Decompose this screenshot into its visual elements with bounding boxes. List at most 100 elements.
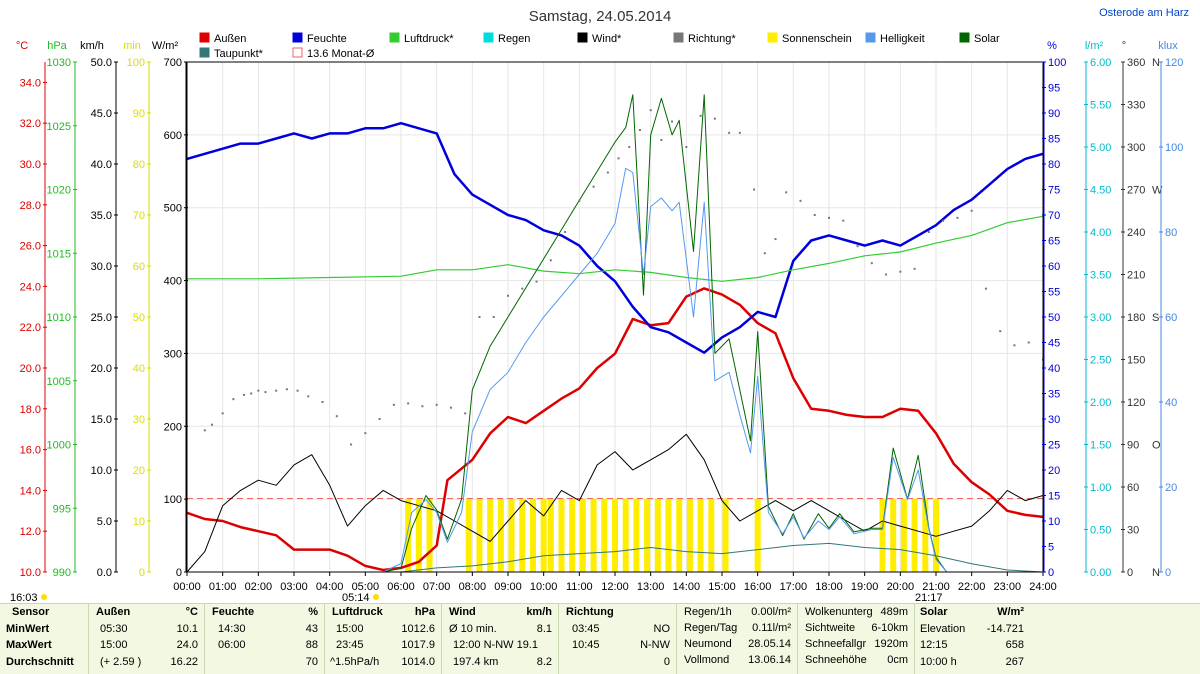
sunshine-bar bbox=[622, 498, 629, 572]
axis-tick-label-temp: 14.0 bbox=[20, 485, 41, 497]
stats-luftdruck-panel: Luftdruck hPa 15:00 1012.6 23:45 1017.9 ^1.… bbox=[324, 604, 442, 674]
axis-tick-label-solar: 100 bbox=[164, 494, 182, 506]
stats-value: 16.22 bbox=[170, 655, 198, 668]
direction-dot bbox=[984, 287, 987, 290]
axis-tick-label-rain: 1.50 bbox=[1090, 440, 1111, 452]
sunshine-bar bbox=[911, 498, 918, 572]
stats-time: Ø 10 min. bbox=[449, 622, 497, 635]
stats-time: 10:45 bbox=[572, 639, 600, 651]
direction-dot bbox=[606, 171, 609, 174]
direction-dot bbox=[763, 252, 766, 255]
stats-time: (+ 2.59 ) bbox=[100, 655, 142, 668]
sunshine-bar bbox=[922, 498, 929, 572]
axis-tick-label-humidity: 65 bbox=[1048, 236, 1060, 248]
stats-unit: % bbox=[308, 606, 318, 618]
stats-label: Regen/1h bbox=[684, 606, 732, 618]
axis-tick-label-solar: 400 bbox=[164, 276, 182, 288]
legend-label: Taupunkt* bbox=[214, 48, 264, 60]
stats-value: 88 bbox=[305, 639, 318, 651]
compass-label: N bbox=[1152, 567, 1160, 579]
axis-tick-label-solar: 0 bbox=[176, 567, 182, 579]
axis-tick-label-humidity: 25 bbox=[1048, 440, 1060, 452]
axis-tick-label-wind: 10.0 bbox=[91, 465, 112, 477]
sunshine-bar bbox=[579, 498, 586, 572]
stats-feuchte-panel: Feuchte% 14:30 43 06:00 88 70 bbox=[204, 604, 325, 674]
sunshine-bar bbox=[529, 498, 536, 572]
sunshine-bar bbox=[465, 498, 472, 572]
axis-tick-label-dir: 360 bbox=[1127, 57, 1145, 69]
axis-title-dir: ° bbox=[1122, 40, 1126, 52]
direction-dot bbox=[942, 219, 945, 222]
series-auen bbox=[186, 287, 1044, 572]
location-label: Osterode am Harz bbox=[1099, 7, 1189, 19]
direction-dot bbox=[257, 389, 260, 392]
axis-tick-label-sun: 100 bbox=[127, 57, 145, 69]
axis-tick-label-humidity: 55 bbox=[1048, 287, 1060, 299]
weather-chart: 00:00 01:00 02:00 03:00 04:00 05:00 06:00 07:00… bbox=[10, 7, 1189, 603]
stats-value: 489m bbox=[880, 606, 908, 618]
x-axis-ticks: 00:00 01:00 02:00 03:00 04:00 05:00 06:00 07:00… bbox=[173, 572, 1057, 593]
x-tick-label: 02:00 bbox=[245, 581, 273, 593]
axis-tick-label-humidity: 30 bbox=[1048, 414, 1060, 426]
x-tick-label: 12:00 bbox=[601, 581, 629, 593]
stats-label: Sichtweite bbox=[805, 622, 856, 634]
stats-time: 14:30 bbox=[218, 622, 246, 635]
axis-tick-label-humidity: 20 bbox=[1048, 465, 1060, 477]
stats-value: 267 bbox=[1005, 655, 1024, 668]
direction-dot bbox=[535, 280, 538, 283]
axis-tick-label-wind: 5.0 bbox=[97, 516, 112, 528]
series-lines bbox=[186, 94, 1044, 573]
sunshine-bar bbox=[487, 498, 494, 572]
axis-tick-label-rain: 0.00 bbox=[1090, 567, 1111, 579]
direction-dot bbox=[649, 109, 652, 112]
compass-label: O bbox=[1152, 440, 1161, 452]
stats-value: 13.06.14 bbox=[748, 654, 791, 666]
axis-tick-label-rain: 1.00 bbox=[1090, 482, 1111, 494]
sun-top-label: 16:03 bbox=[10, 592, 38, 603]
sunshine-bar bbox=[708, 498, 715, 572]
direction-dot bbox=[713, 117, 716, 120]
stats-value: 0.11l/m² bbox=[752, 622, 791, 634]
stats-head: Wind bbox=[449, 606, 476, 618]
direction-dot bbox=[564, 231, 567, 233]
stats-aussen-panel: Außen °C 05:30 10.1 15:00 24.0 (+ 2.59 ) 16.… bbox=[88, 604, 205, 674]
x-tick-label: 14:00 bbox=[673, 581, 701, 593]
stats-value: 8.2 bbox=[536, 655, 552, 668]
axis-tick-label-temp: 30.0 bbox=[20, 159, 41, 171]
stats-row-label: MaxWert bbox=[6, 639, 52, 651]
x-tick-label: 04:00 bbox=[316, 581, 344, 593]
series-luftdruck bbox=[187, 215, 1044, 282]
legend-label: Sonnenschein bbox=[782, 33, 852, 45]
direction-dot bbox=[913, 267, 916, 270]
axis-tick-label-dir: 330 bbox=[1127, 100, 1145, 112]
axis-tick-label-humidity: 50 bbox=[1048, 312, 1060, 324]
direction-dot bbox=[435, 403, 438, 406]
axis-tick-label-lux: 100 bbox=[1165, 142, 1183, 154]
stats-time: 06:00 bbox=[218, 639, 246, 651]
direction-dot bbox=[685, 146, 688, 148]
axis-tick-label-rain: 3.00 bbox=[1090, 312, 1111, 324]
direction-dot bbox=[321, 401, 324, 403]
sunshine-bar bbox=[754, 498, 761, 572]
stats-time: ^1.5hPa/h bbox=[330, 655, 380, 668]
legend-label: Außen bbox=[214, 33, 246, 45]
axis-title-temp: °C bbox=[16, 40, 28, 52]
sunshine-bar bbox=[415, 498, 422, 572]
axis-tick-label-pressure: 1000 bbox=[47, 440, 71, 452]
sunrise-label: 05:14 bbox=[342, 592, 370, 603]
axis-tick-label-sun: 30 bbox=[133, 414, 145, 426]
series-richtung bbox=[203, 109, 1044, 446]
sunshine-bar bbox=[508, 498, 515, 572]
axis-tick-label-solar: 600 bbox=[164, 130, 182, 142]
sunshine-bar bbox=[601, 498, 608, 572]
x-tick-label: 20:00 bbox=[887, 581, 915, 593]
compass-label: S bbox=[1152, 312, 1159, 324]
legend-swatch bbox=[389, 32, 400, 43]
axis-tick-label-dir: 120 bbox=[1127, 397, 1145, 409]
axis-tick-label-humidity: 70 bbox=[1048, 210, 1060, 222]
stats-unit: hPa bbox=[414, 606, 435, 618]
sunshine-bar bbox=[519, 498, 526, 572]
sunshine-bar bbox=[665, 498, 672, 572]
sunshine-bar bbox=[426, 498, 433, 572]
sunshine-bar bbox=[547, 498, 554, 572]
